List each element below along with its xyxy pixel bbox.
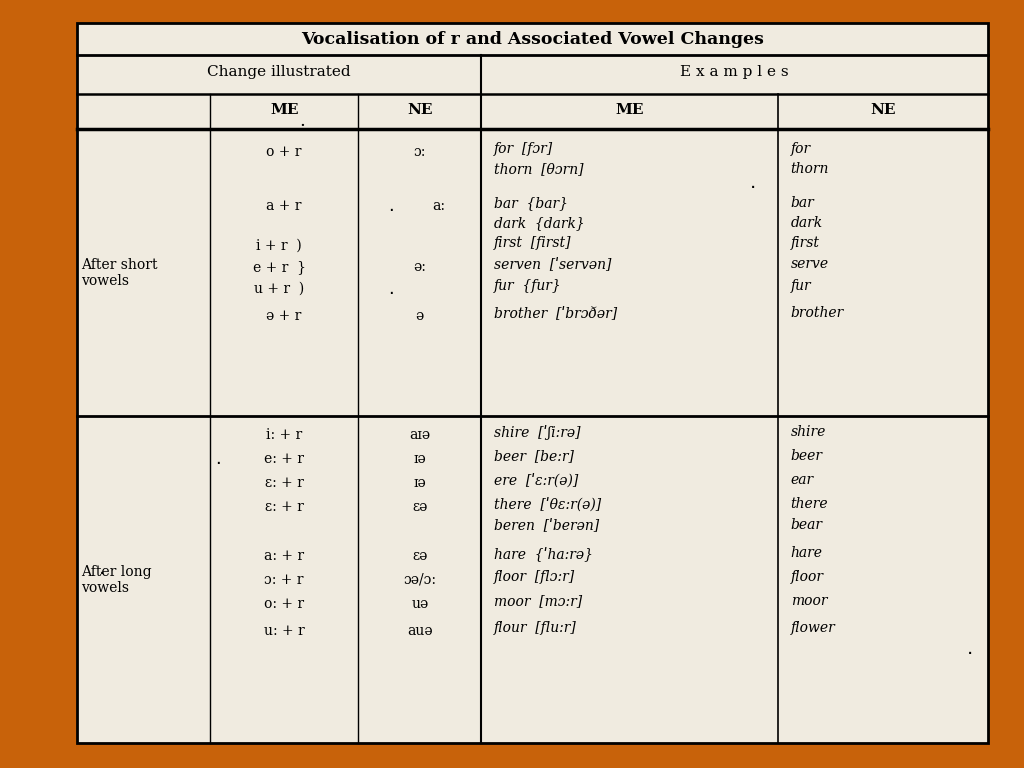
- Text: flour  [flu:r]: flour [flu:r]: [494, 621, 577, 635]
- Text: u + r  ): u + r ): [254, 282, 304, 296]
- Text: o: + r: o: + r: [264, 597, 304, 611]
- Text: moor: moor: [791, 594, 827, 607]
- Text: there: there: [791, 497, 828, 511]
- Text: brother: brother: [791, 306, 844, 320]
- Text: NE: NE: [870, 103, 896, 117]
- Text: bar  {bar}: bar {bar}: [494, 196, 567, 210]
- Text: Vocalisation of r and Associated Vowel Changes: Vocalisation of r and Associated Vowel C…: [301, 31, 764, 48]
- Text: i + r  ): i + r ): [256, 239, 302, 253]
- Text: a: + r: a: + r: [264, 549, 304, 563]
- Text: ɛ: + r: ɛ: + r: [265, 500, 303, 514]
- Text: ME: ME: [615, 103, 644, 117]
- Text: first  [first]: first [first]: [494, 236, 571, 250]
- Text: ɪə: ɪə: [414, 476, 426, 490]
- Text: o + r: o + r: [266, 145, 302, 159]
- Text: serve: serve: [791, 257, 828, 271]
- Text: ɔ:: ɔ:: [414, 145, 426, 159]
- Text: E x a m p l e s: E x a m p l e s: [680, 65, 790, 79]
- Text: NE: NE: [408, 103, 432, 117]
- Text: beren  [ˈberən]: beren [ˈberən]: [494, 518, 599, 532]
- Text: flower: flower: [791, 621, 836, 635]
- Text: e: + r: e: + r: [264, 452, 304, 466]
- Text: shire  [ˈʃi:rə]: shire [ˈʃi:rə]: [494, 425, 580, 441]
- Text: ɛ: + r: ɛ: + r: [265, 476, 303, 490]
- Text: uə: uə: [412, 597, 428, 611]
- Text: hare: hare: [791, 546, 822, 560]
- Text: moor  [mɔ:r]: moor [mɔ:r]: [494, 594, 582, 607]
- Text: .: .: [967, 640, 973, 658]
- Text: Change illustrated: Change illustrated: [207, 65, 351, 79]
- Text: for: for: [791, 142, 811, 156]
- Text: ɛə: ɛə: [412, 500, 428, 514]
- Text: thorn: thorn: [791, 162, 828, 176]
- Text: .: .: [750, 174, 756, 192]
- Text: e + r  }: e + r }: [253, 260, 305, 274]
- Text: serven  [ˈservən]: serven [ˈservən]: [494, 257, 611, 271]
- Text: auə: auə: [407, 624, 433, 638]
- FancyBboxPatch shape: [77, 23, 988, 743]
- Text: dark: dark: [791, 216, 822, 230]
- Text: ə + r: ə + r: [266, 310, 302, 323]
- Text: beer  [be:r]: beer [be:r]: [494, 449, 573, 463]
- Text: bar: bar: [791, 196, 814, 210]
- Text: u: + r: u: + r: [264, 624, 304, 638]
- Text: .: .: [388, 197, 394, 215]
- Text: ə: ə: [416, 310, 424, 323]
- Text: ə:: ə:: [414, 260, 426, 274]
- Text: first: first: [791, 236, 819, 250]
- Text: After long
vowels: After long vowels: [81, 564, 152, 595]
- Text: fur: fur: [791, 279, 811, 293]
- Text: ɪə: ɪə: [414, 452, 426, 466]
- Text: i: + r: i: + r: [266, 429, 302, 442]
- Text: hare  {ˈha:rə}: hare {ˈha:rə}: [494, 546, 593, 561]
- Text: a:: a:: [432, 199, 444, 213]
- Text: .: .: [300, 111, 305, 130]
- Text: aɪə: aɪə: [410, 429, 430, 442]
- Text: ere  [ˈɛ:r(ə)]: ere [ˈɛ:r(ə)]: [494, 473, 578, 488]
- Text: floor  [flɔ:r]: floor [flɔ:r]: [494, 570, 574, 584]
- Text: ME: ME: [270, 103, 298, 117]
- Text: ear: ear: [791, 473, 814, 487]
- Text: ɔə/ɔ:: ɔə/ɔ:: [403, 573, 436, 587]
- Text: ɛə: ɛə: [412, 549, 428, 563]
- Text: .: .: [388, 280, 394, 298]
- Text: brother  [ˈbrɔðər]: brother [ˈbrɔðər]: [494, 306, 616, 320]
- Text: for  [fɔr]: for [fɔr]: [494, 142, 553, 156]
- Text: floor: floor: [791, 570, 823, 584]
- Text: .: .: [99, 559, 105, 578]
- Text: dark  {dark}: dark {dark}: [494, 216, 585, 230]
- Text: After short
vowels: After short vowels: [81, 257, 158, 288]
- Text: there  [ˈθɛ:r(ə)]: there [ˈθɛ:r(ə)]: [494, 497, 601, 511]
- Text: beer: beer: [791, 449, 822, 463]
- Text: a + r: a + r: [266, 199, 302, 213]
- Text: shire: shire: [791, 425, 826, 439]
- Text: bear: bear: [791, 518, 822, 532]
- Text: .: .: [215, 450, 221, 468]
- Text: ɔ: + r: ɔ: + r: [264, 573, 304, 587]
- Text: fur  {fur}: fur {fur}: [494, 279, 561, 293]
- Text: thorn  [θɔrn]: thorn [θɔrn]: [494, 162, 583, 176]
